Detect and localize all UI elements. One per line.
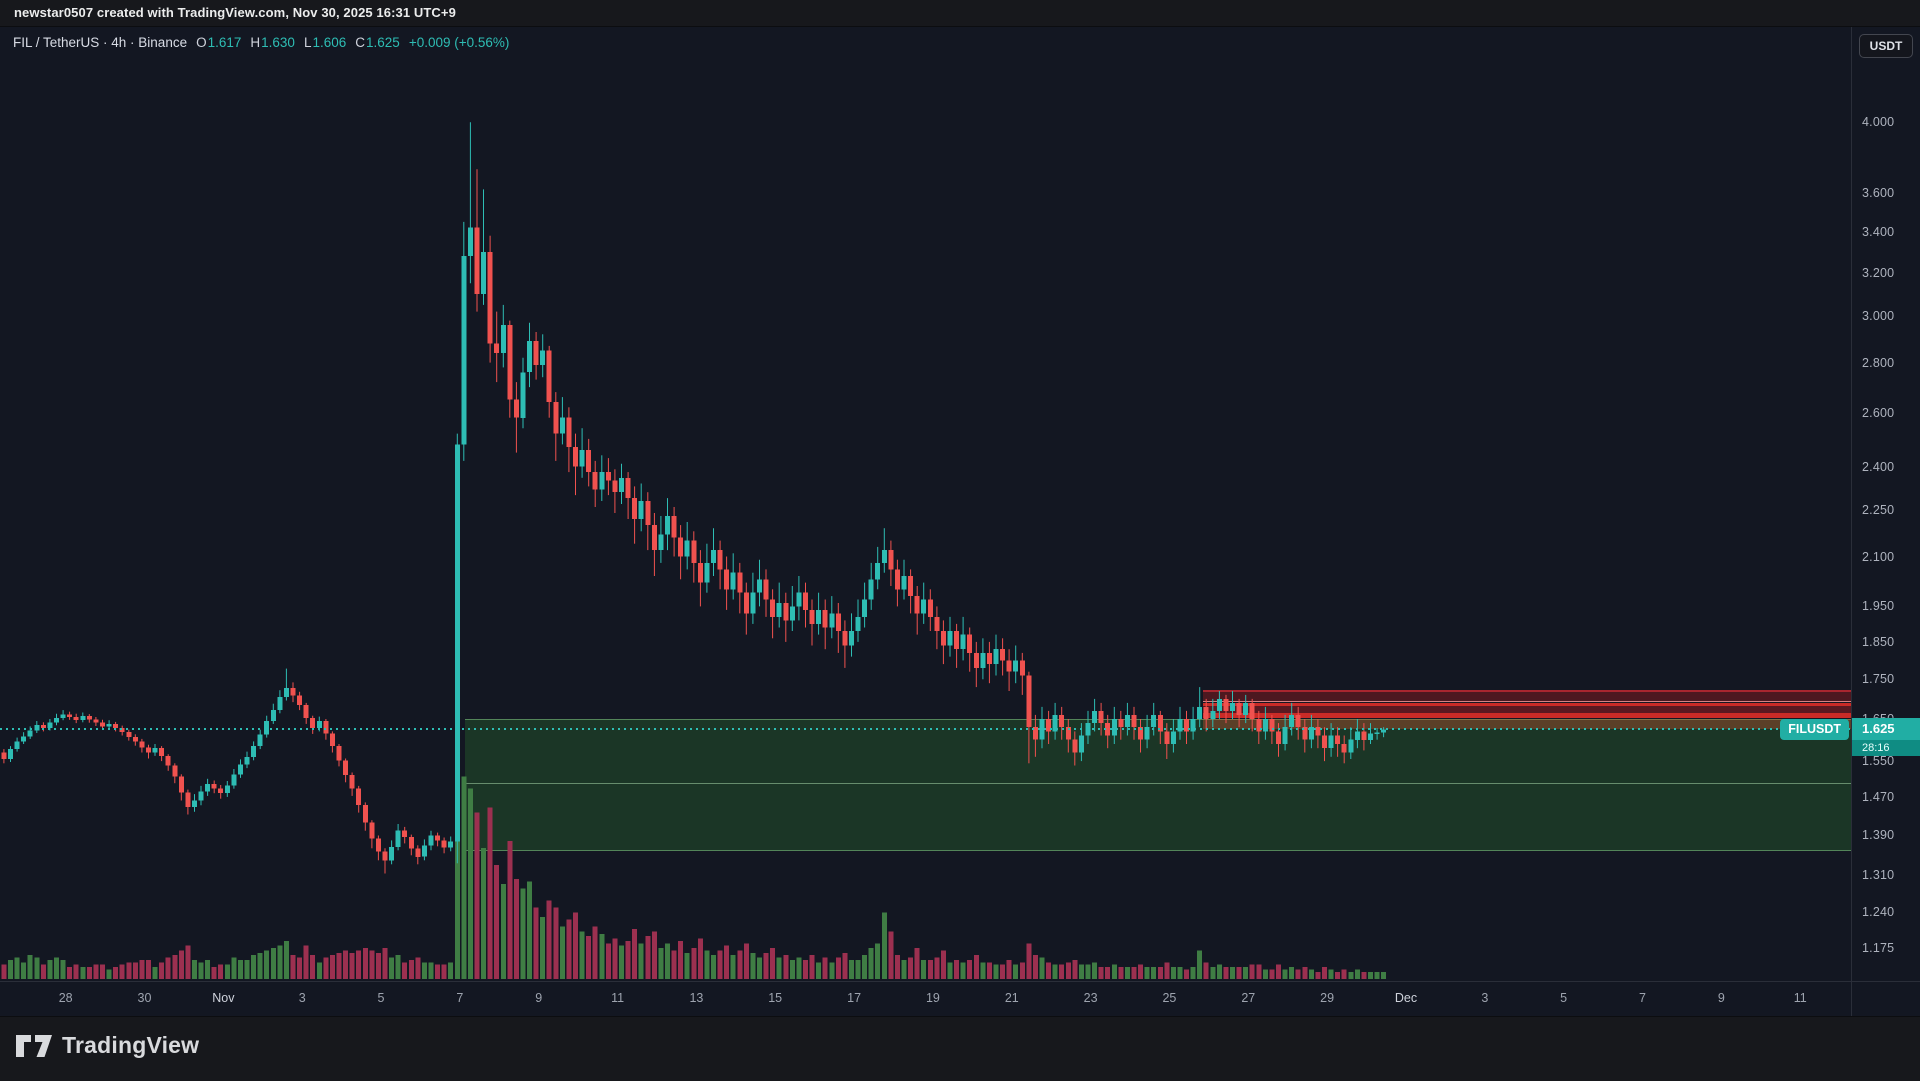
ohlc-low: L 1.606 — [303, 35, 347, 50]
drawing-zones — [0, 27, 1851, 981]
branding-bar: TradingView — [0, 1016, 1920, 1081]
price-tick: 1.240 — [1862, 904, 1895, 919]
time-tick: 17 — [847, 991, 862, 1005]
price-tick: 1.850 — [1862, 634, 1895, 649]
supply-zone-box-1 — [1202, 689, 1851, 702]
time-tick: 27 — [1241, 991, 1256, 1005]
time-tick: 3 — [298, 991, 306, 1005]
supply-zone-box-3 — [1202, 719, 1851, 729]
watermark-bar: newstar0507 created with TradingView.com… — [0, 0, 1920, 26]
ohlc-high: H 1.630 — [250, 35, 295, 50]
price-tick: 1.175 — [1862, 940, 1895, 955]
price-tick: 1.470 — [1862, 789, 1895, 804]
chart-widget: FIL / TetherUS · 4h · Binance O 1.617 H 1.… — [0, 26, 1920, 1017]
time-tick: 9 — [535, 991, 543, 1005]
price-tick: 3.600 — [1862, 186, 1895, 201]
price-tick: 1.750 — [1862, 672, 1895, 687]
time-tick: 21 — [1004, 991, 1019, 1005]
time-tick: 29 — [1320, 991, 1335, 1005]
time-tick: 23 — [1083, 991, 1098, 1005]
time-tick: 28 — [58, 991, 73, 1005]
ohlc-open: O 1.617 — [196, 35, 242, 50]
time-tick: 5 — [377, 991, 385, 1005]
tradingview-logo-text: TradingView — [62, 1032, 200, 1058]
price-tick: 3.400 — [1862, 224, 1895, 239]
time-tick: 11 — [611, 991, 625, 1005]
current-price-line — [0, 728, 1851, 730]
time-axis[interactable]: 28 30 Nov 3 5 7 9 11 13 15 17 19 21 23 25 27 29 Dec 3 5 7 9 11 — [0, 981, 1920, 1018]
time-tick: Dec — [1394, 991, 1418, 1005]
price-tick: 2.600 — [1862, 405, 1895, 420]
price-tick: 3.200 — [1862, 265, 1895, 280]
current-price-label: 1.625 — [1852, 718, 1920, 740]
time-tick: 30 — [137, 991, 152, 1005]
price-tick: 1.550 — [1862, 754, 1895, 769]
demand-zone-mid-line — [465, 783, 1851, 785]
supply-zone-strip — [1202, 702, 1851, 706]
time-tick: 3 — [1481, 991, 1489, 1005]
bar-countdown-label: 28:16 — [1852, 740, 1920, 756]
candlestick-plot[interactable]: FIL / TetherUS · 4h · Binance O 1.617 H 1.… — [0, 27, 1851, 981]
time-tick: 15 — [768, 991, 783, 1005]
price-tick: 2.800 — [1862, 355, 1895, 370]
price-tick: 2.400 — [1862, 459, 1895, 474]
price-tick: 3.000 — [1862, 309, 1895, 324]
price-tick: 1.950 — [1862, 599, 1895, 614]
symbol-title: FIL / TetherUS · 4h · Binance — [13, 35, 188, 50]
time-tick: Nov — [212, 991, 235, 1005]
time-tick: 5 — [1560, 991, 1568, 1005]
price-change: +0.009 (+0.56%) — [408, 35, 510, 50]
tradingview-logo[interactable]: TradingView — [16, 1032, 199, 1059]
price-tick: 2.100 — [1862, 549, 1895, 564]
price-tick: 4.000 — [1862, 115, 1895, 130]
watermark-text: newstar0507 created with TradingView.com… — [14, 5, 456, 20]
price-axis[interactable]: USDT 4.000 3.600 3.400 3.200 3.000 2.800 2.600… — [1851, 27, 1920, 1017]
symbol-price-flag: FILUSDT — [1780, 719, 1849, 740]
demand-zone-box — [465, 719, 1851, 851]
price-tick: 1.310 — [1862, 867, 1895, 882]
tradingview-logo-icon — [16, 1034, 52, 1057]
price-tick: 1.390 — [1862, 827, 1895, 842]
supply-zone-strip — [1202, 712, 1851, 718]
time-tick: 25 — [1162, 991, 1177, 1005]
time-tick: 19 — [925, 991, 940, 1005]
ohlc-close: C 1.625 — [355, 35, 400, 50]
time-tick: 13 — [689, 991, 704, 1005]
currency-toggle-button[interactable]: USDT — [1859, 34, 1913, 58]
time-tick: 11 — [1793, 991, 1807, 1005]
symbol-legend[interactable]: FIL / TetherUS · 4h · Binance O 1.617 H 1.… — [13, 35, 509, 50]
time-tick: 7 — [456, 991, 464, 1005]
time-tick: 9 — [1717, 991, 1725, 1005]
time-tick: 7 — [1639, 991, 1646, 1005]
price-tick: 2.250 — [1862, 503, 1895, 517]
